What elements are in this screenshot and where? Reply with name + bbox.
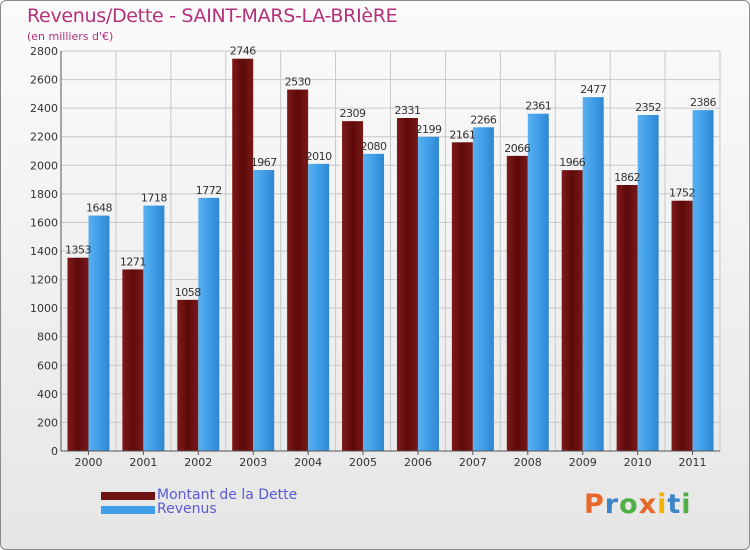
data-label-dette: 1966 [559,156,585,169]
bar-dette [451,142,473,452]
logo-letter: i [657,489,668,520]
data-label-dette: 2331 [394,104,420,117]
bar-revenus [417,136,439,451]
data-label-revenus: 1648 [86,202,112,215]
data-label-revenus: 2010 [306,150,332,163]
bar-revenus [472,127,494,452]
y-tick-label: 2000 [30,159,58,172]
bar-revenus [527,113,549,451]
bar-revenus [253,170,275,451]
y-tick-label: 2600 [30,74,58,87]
bar-dette [561,170,583,451]
proxiti-logo: Proxiti [584,489,692,520]
x-tick-label: 2006 [404,456,432,469]
y-tick-label: 1400 [30,245,58,258]
bar-dette [506,155,528,451]
bar-revenus [143,205,165,451]
y-tick-label: 1000 [30,302,58,315]
logo-letter: x [638,489,658,520]
bar-revenus [582,97,604,452]
data-label-dette: 2066 [504,142,530,155]
data-label-revenus: 2266 [470,113,496,126]
data-label-dette: 2309 [340,107,366,120]
legend-swatch-dette [101,492,155,500]
data-label-dette: 1862 [614,171,640,184]
data-label-dette: 1271 [120,255,146,268]
bar-revenus [88,215,110,451]
data-label-revenus: 2477 [580,83,606,96]
data-label-dette: 2161 [449,128,475,141]
logo-letter: P [584,489,605,520]
data-label-revenus: 2080 [361,140,387,153]
data-label-revenus: 1967 [251,156,277,169]
x-tick-label: 2001 [129,456,157,469]
bar-revenus [308,163,330,451]
x-tick-label: 2008 [514,456,542,469]
y-tick-label: 2400 [30,102,58,115]
y-tick-label: 0 [51,445,58,458]
x-tick-label: 2010 [624,456,652,469]
y-tick-label: 2800 [30,45,58,58]
bar-revenus [692,110,714,452]
axis-layer: 0 200 400 600 800 1000 1200 1400 1600 1800 2000 220… [30,45,720,469]
chart-subtitle: (en milliers d'€) [27,30,114,43]
data-label-revenus: 2386 [690,96,716,109]
bar-revenus [637,115,659,451]
y-tick-label: 800 [37,331,58,344]
bar-revenus [363,153,385,451]
bar-dette [122,269,144,451]
bars-layer [67,58,714,452]
x-tick-label: 2011 [679,456,707,469]
data-label-revenus: 1772 [196,184,222,197]
bar-dette [232,58,254,451]
data-label-dette: 1058 [175,286,201,299]
logo-letter: t [667,489,682,520]
data-label-revenus: 2352 [635,101,661,114]
x-tick-label: 2009 [569,456,597,469]
data-labels-layer: 1353 1648 1271 1718 1058 1772 2746 1967 2530 2010… [65,45,717,299]
y-tick-label: 1200 [30,274,58,287]
legend-label-dette: Montant de la Dette [157,487,298,503]
x-tick-label: 2007 [459,456,487,469]
data-label-revenus: 2199 [415,123,441,136]
data-label-dette: 2530 [285,76,311,89]
y-tick-label: 1600 [30,216,58,229]
bar-revenus [198,197,220,451]
logo-letter: i [681,489,692,520]
bar-dette [287,89,309,452]
bar-dette [396,118,418,451]
data-label-revenus: 1718 [141,192,167,205]
legend-swatch-revenus [101,506,155,514]
bar-dette [616,185,638,451]
x-tick-label: 2004 [294,456,322,469]
y-tick-label: 200 [37,416,58,429]
chart-title: Revenus/Dette - SAINT-MARS-LA-BRIèRE [27,5,398,27]
legend-label-revenus: Revenus [157,501,217,517]
bar-dette [342,121,364,452]
y-tick-label: 400 [37,388,58,401]
y-tick-label: 2200 [30,131,58,144]
x-tick-label: 2000 [74,456,102,469]
grid-layer [60,50,721,452]
bar-dette [177,299,199,451]
bar-dette [67,257,89,451]
data-label-dette: 2746 [230,45,256,58]
x-tick-label: 2002 [184,456,212,469]
y-tick-label: 600 [37,359,58,372]
data-label-dette: 1353 [65,244,91,257]
logo-letter: r [604,489,620,520]
x-tick-label: 2003 [239,456,267,469]
data-label-dette: 1752 [669,187,695,200]
bar-dette [671,200,693,451]
logo-letter: o [619,489,639,520]
x-tick-label: 2005 [349,456,377,469]
y-tick-label: 1800 [30,188,58,201]
data-label-revenus: 2361 [525,100,551,113]
